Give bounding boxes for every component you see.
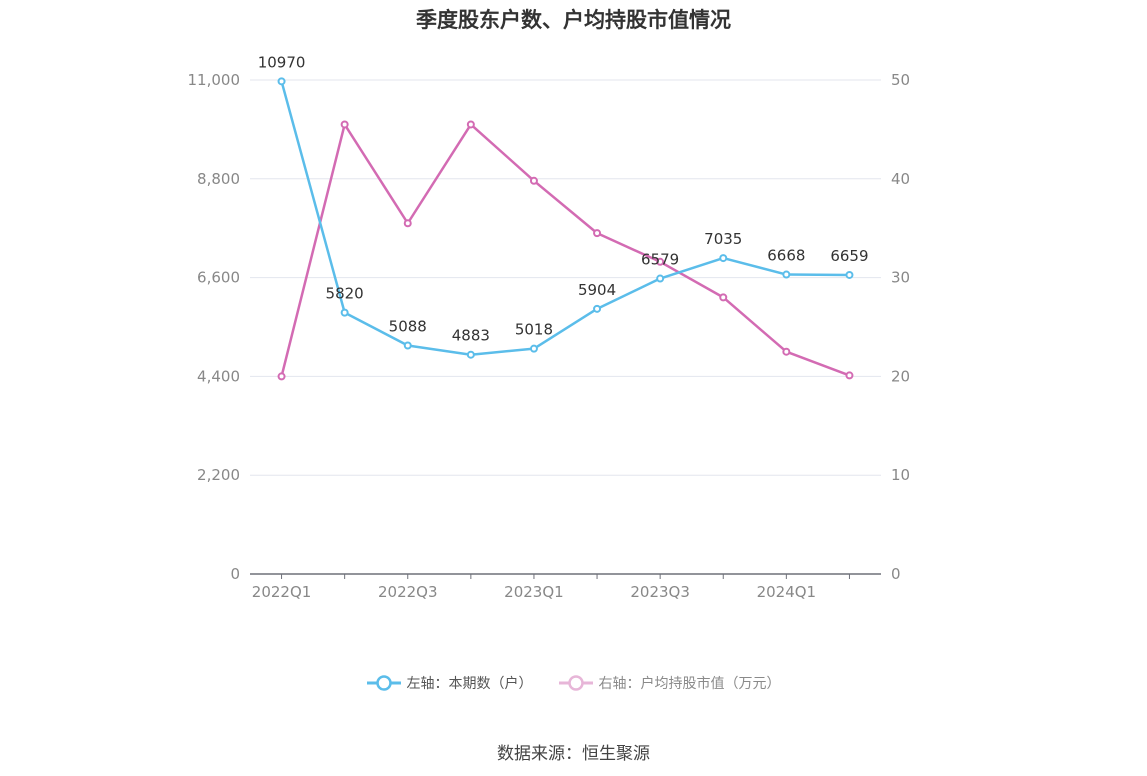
y-right-tick-label: 0 <box>891 565 901 583</box>
data-point-right <box>529 176 538 185</box>
data-label: 5904 <box>578 281 616 299</box>
y-left-tick-label: 11,000 <box>188 71 241 89</box>
legend-item-right-series[interactable]: 右轴：户均持股市值（万元） <box>558 673 781 693</box>
y-left-tick-label: 2,200 <box>197 466 240 484</box>
data-point-right <box>719 293 728 302</box>
grid-lines <box>250 79 881 476</box>
x-tick-label: 2022Q1 <box>252 583 312 601</box>
data-label: 6668 <box>767 247 805 265</box>
chart-title: 季度股东户数、户均持股市值情况 <box>416 8 731 32</box>
data-label: 6659 <box>830 247 868 265</box>
legend-line-circle-icon <box>558 675 593 691</box>
data-point-left <box>845 270 854 279</box>
x-tick-label: 2023Q3 <box>630 583 690 601</box>
data-label: 7035 <box>704 230 742 248</box>
data-label: 5018 <box>515 321 553 339</box>
data-label: 5088 <box>389 318 427 336</box>
data-point-left <box>403 341 412 350</box>
y-right-tick-label: 30 <box>891 269 910 287</box>
y-right-tick-label: 10 <box>891 466 910 484</box>
x-tick-label: 2023Q1 <box>504 583 564 601</box>
y-right-tick-label: 50 <box>891 71 910 89</box>
y-left-tick-label: 4,400 <box>197 367 240 385</box>
data-point-right <box>845 371 854 380</box>
data-point-left <box>656 274 665 283</box>
axes: 0 0 2,200 10 4,400 20 6,600 30 8,800 40 11,000 50 20… <box>188 71 911 601</box>
y-left-tick-label: 8,800 <box>197 170 240 188</box>
data-point-left <box>529 344 538 353</box>
data-point-right <box>593 229 602 238</box>
legend-label-right-series: 右轴：户均持股市值（万元） <box>598 676 781 692</box>
data-point-left <box>719 254 728 263</box>
data-label: 5820 <box>326 285 364 303</box>
data-point-right <box>466 120 475 129</box>
series-line-left <box>280 81 850 356</box>
data-label: 4883 <box>452 327 490 345</box>
data-point-left <box>593 304 602 313</box>
series-line-right <box>280 123 850 377</box>
legend: 左轴：本期数（户） 右轴：户均持股市值（万元） <box>0 673 1147 693</box>
data-point-right <box>277 372 286 381</box>
data-point-left <box>782 270 791 279</box>
data-point-right <box>403 219 412 228</box>
legend-item-left-series[interactable]: 左轴：本期数（户） <box>366 673 533 693</box>
y-left-tick-label: 6,600 <box>197 269 240 287</box>
data-label: 10970 <box>258 53 306 71</box>
source-note: 数据来源：恒生聚源 <box>497 744 650 764</box>
data-point-right <box>782 347 791 356</box>
x-tick-label: 2024Q1 <box>757 583 817 601</box>
x-tick-label: 2022Q3 <box>378 583 438 601</box>
y-right-tick-label: 40 <box>891 170 910 188</box>
y-right-tick-label: 20 <box>891 367 910 385</box>
y-left-tick-label: 0 <box>230 565 240 583</box>
data-point-left <box>277 77 286 86</box>
legend-label-left-series: 左轴：本期数（户） <box>406 676 533 692</box>
legend-line-circle-icon <box>366 675 401 691</box>
data-point-right <box>656 257 665 266</box>
data-label: 6579 <box>641 251 679 269</box>
data-point-left <box>340 308 349 317</box>
data-labels: 10970 5820 5088 4883 5018 5904 6579 7035 6668 665… <box>258 53 869 344</box>
series-lines <box>277 77 854 381</box>
data-point-left <box>466 350 475 359</box>
data-point-right <box>340 120 349 129</box>
